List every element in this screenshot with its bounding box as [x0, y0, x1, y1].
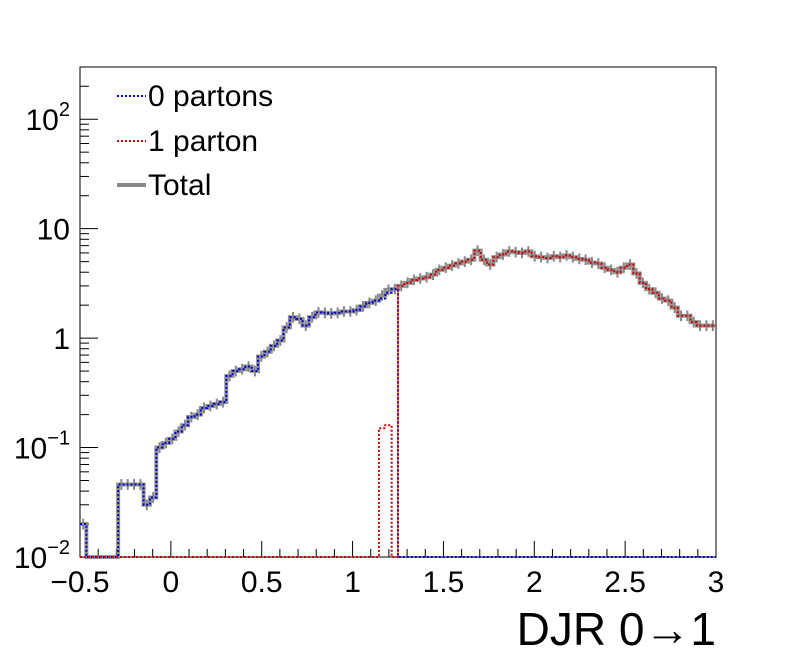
x-axis-title: DJR 0→1	[517, 603, 716, 655]
x-tick-label: 2	[526, 566, 543, 599]
legend-label: 1 parton	[148, 125, 258, 158]
x-tick-labels: −0.5 0 0.5 1 1.5 2 2.5 3	[50, 566, 724, 599]
x-tick-label: 1	[344, 566, 361, 599]
x-tick-label: 0.5	[241, 566, 283, 599]
x-tick-label: 2.5	[604, 566, 646, 599]
y-tick-label: 102	[26, 99, 71, 137]
legend-label: Total	[148, 169, 211, 202]
series-layer	[80, 245, 716, 559]
legend: 0 partons 1 parton Total	[117, 80, 273, 202]
x-tick-label: 0	[163, 566, 180, 599]
x-tick-label: −0.5	[50, 566, 109, 599]
legend-label: 0 partons	[148, 80, 273, 113]
y-tick-label: 10−1	[14, 428, 70, 466]
x-tick-label: 1.5	[423, 566, 465, 599]
y-tick-label: 10−2	[14, 537, 70, 575]
x-tick-label: 3	[708, 566, 725, 599]
y-tick-label: 1	[53, 323, 70, 356]
series-line-0-partons	[80, 288, 716, 558]
y-tick-labels: 10−2 10−1 1 10 102	[14, 99, 70, 575]
y-tick-label: 10	[37, 214, 70, 247]
